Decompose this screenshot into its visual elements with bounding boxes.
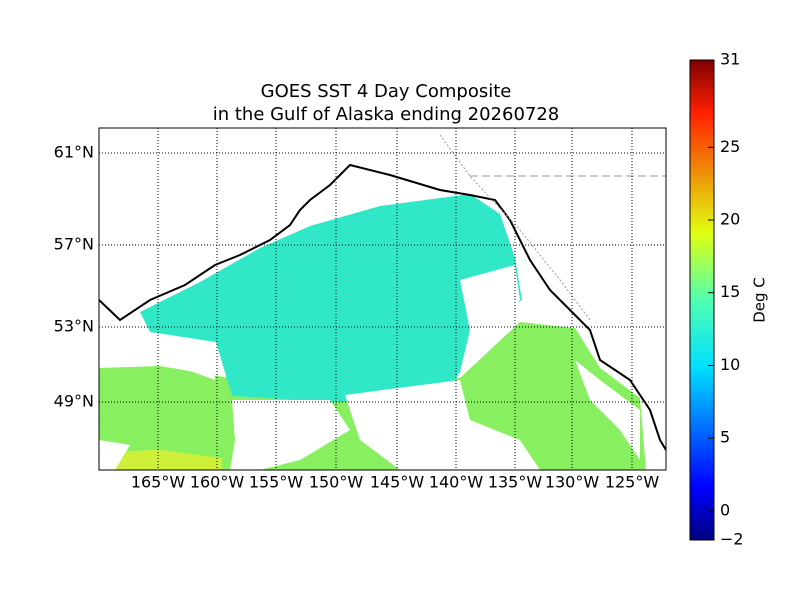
colorbar-tick-label: 0 [720, 500, 730, 519]
colorbar-tick-label: −2 [720, 530, 744, 549]
colorbar-tick-label: 20 [720, 210, 740, 229]
lon-label: 155°W [249, 473, 304, 492]
colorbar-tick-label: 10 [720, 355, 740, 374]
colorbar-tick-label: 31 [720, 50, 740, 69]
lon-label: 150°W [309, 473, 364, 492]
colorbar-tick-label: 5 [720, 428, 730, 447]
coastline [99, 163, 666, 451]
map-frame [98, 127, 667, 471]
colorbar-label: Deg C [751, 277, 769, 323]
lat-label: 61°N [54, 143, 94, 162]
title-line: in the Gulf of Alaska ending 20260728 [213, 104, 560, 125]
lon-label: 135°W [488, 473, 543, 492]
colorbar-tick-label: 15 [720, 282, 740, 301]
lat-label: 53°N [54, 317, 94, 336]
lon-label: 160°W [190, 473, 245, 492]
sst-warmest [99, 450, 222, 470]
colorbar [689, 59, 715, 541]
land [99, 128, 666, 450]
colorbar-tick-label: 25 [720, 137, 740, 156]
lat-label: 57°N [54, 235, 94, 254]
lon-label: 140°W [429, 473, 484, 492]
lon-label: 145°W [370, 473, 425, 492]
lon-label: 125°W [605, 473, 660, 492]
border [439, 134, 591, 321]
clouds [99, 265, 640, 470]
lat-label: 49°N [54, 392, 94, 411]
title-line: GOES SST 4 Day Composite [261, 81, 512, 102]
sst-cool [140, 194, 522, 402]
map-image [99, 128, 666, 470]
lon-label: 130°W [545, 473, 600, 492]
lon-label: 165°W [131, 473, 186, 492]
